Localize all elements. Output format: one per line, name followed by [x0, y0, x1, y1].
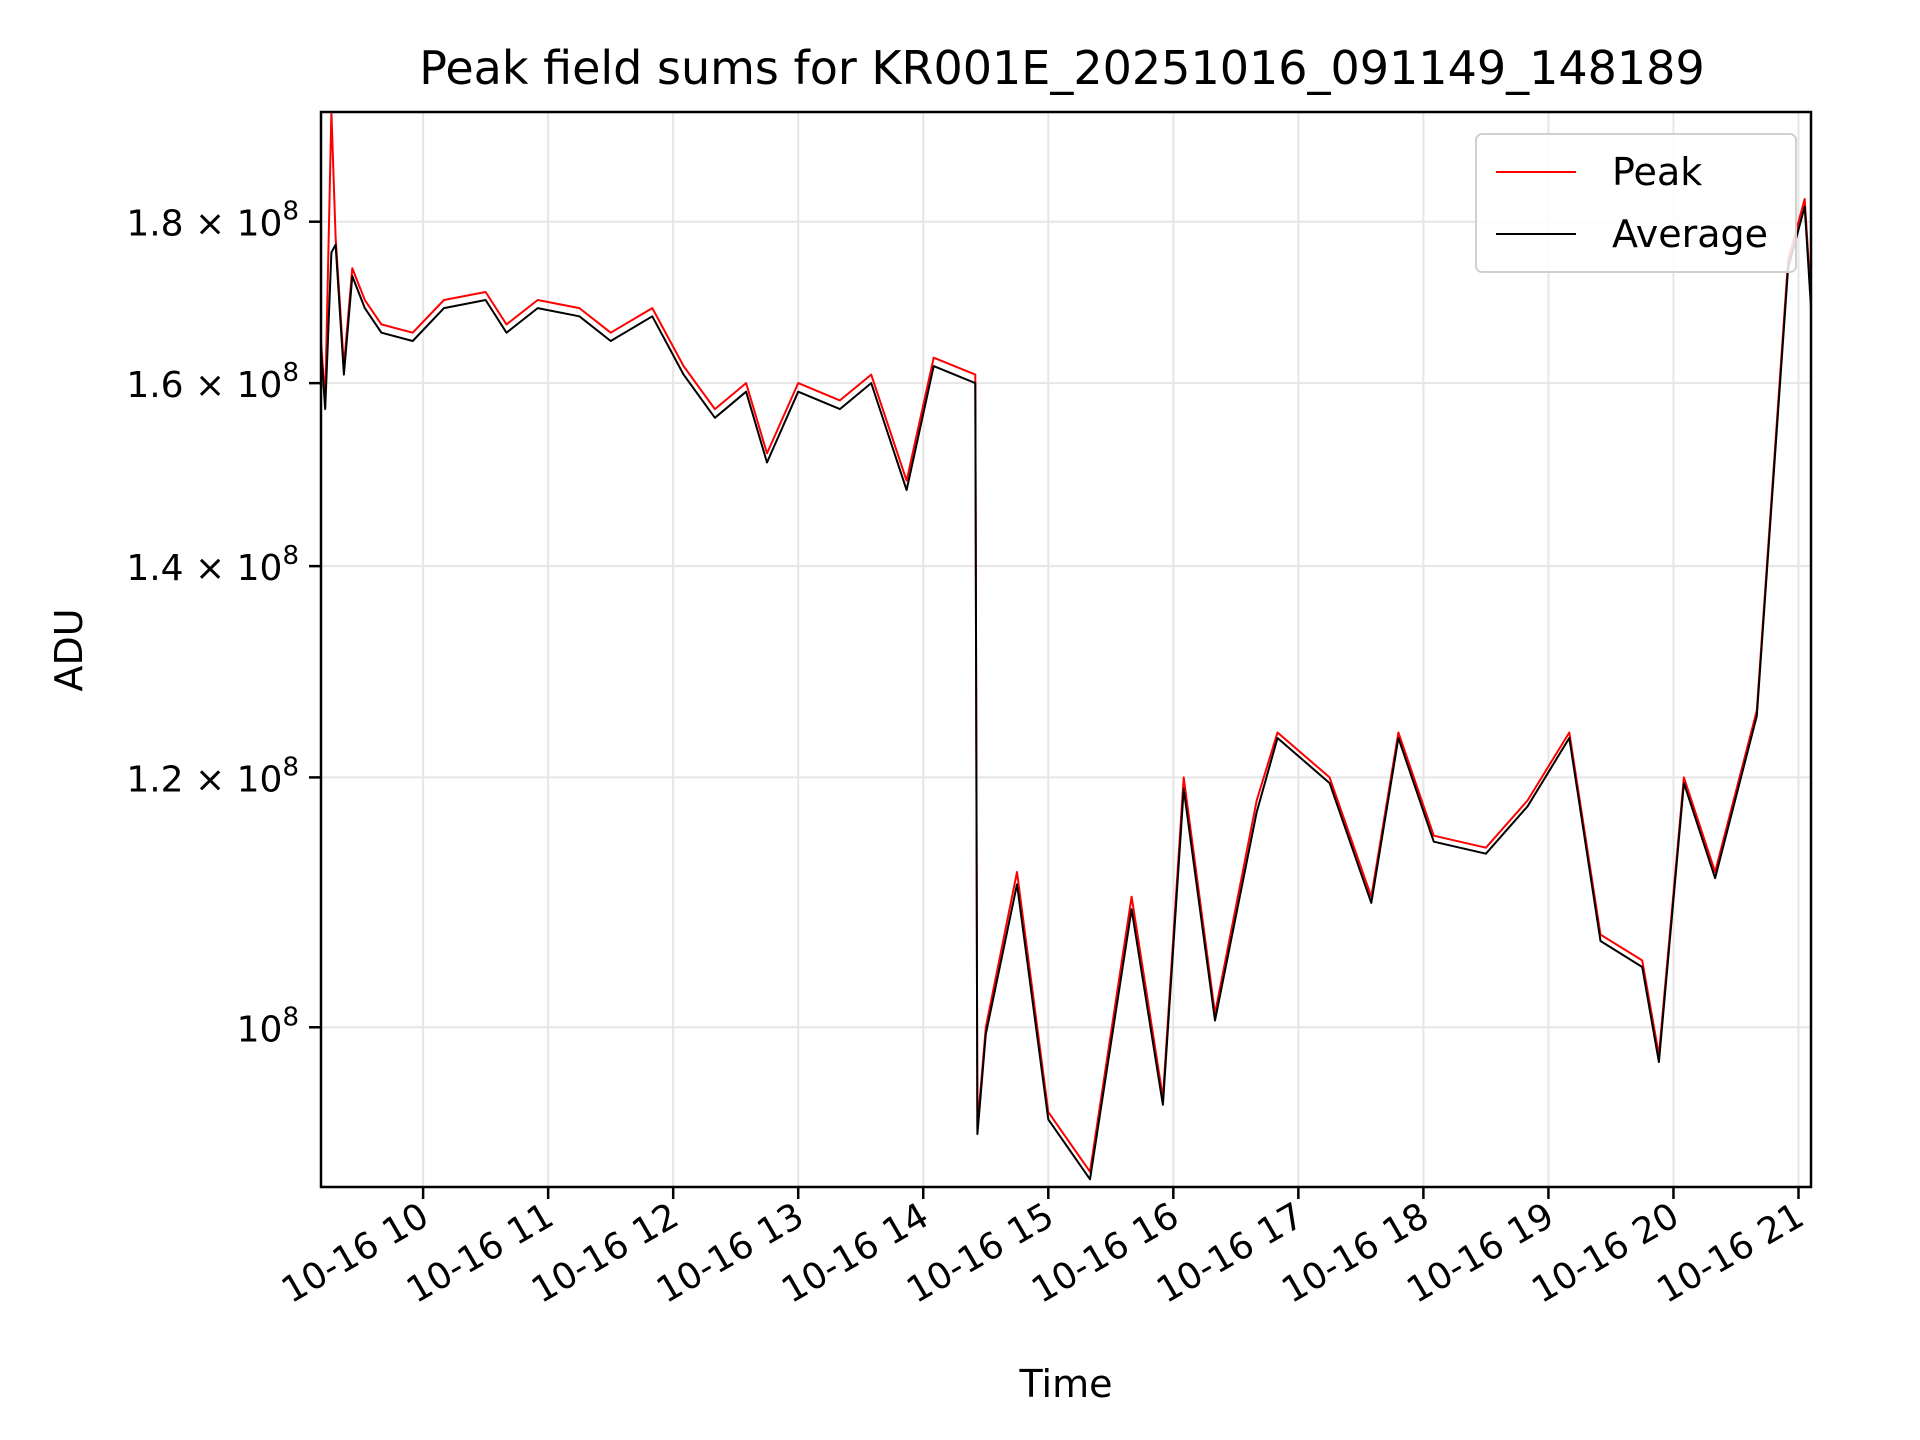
legend-box — [1475, 133, 1797, 273]
y-tick-base: 10 — [237, 759, 283, 800]
series-layer — [320, 111, 1812, 1181]
y-tick-base: 10 — [237, 1009, 283, 1050]
plot-frame — [319, 110, 1813, 1189]
y-tick-mantissa: 1.6 × — [126, 365, 236, 406]
y-tick-mantissa: 1.8 × — [126, 204, 236, 245]
y-tick-exponent: 8 — [282, 197, 299, 227]
y-tick-base: 10 — [237, 365, 283, 406]
y-tick-base: 10 — [237, 548, 283, 589]
chart-title: Peak field sums for KR001E_20251016_0911… — [419, 41, 1704, 95]
x-axis-label: Time — [1019, 1362, 1113, 1406]
y-tick-mantissa: 1.4 × — [126, 548, 236, 589]
y-tick-base: 10 — [237, 204, 283, 245]
y-tick-label: 108 — [237, 1002, 299, 1050]
y-tick-exponent: 8 — [282, 752, 299, 782]
grid — [321, 112, 1811, 1187]
y-tick-label: 1.8 × 108 — [126, 197, 299, 245]
y-tick-label: 1.6 × 108 — [126, 358, 299, 406]
legend-label-average: Average — [1612, 212, 1768, 256]
y-tick-exponent: 8 — [282, 1002, 299, 1032]
series-line-average — [320, 205, 1812, 1181]
y-tick-mantissa: 1.2 × — [126, 759, 236, 800]
legend: Peak Average — [1475, 133, 1797, 273]
y-tick-exponent: 8 — [282, 541, 299, 571]
y-tick-label: 1.4 × 108 — [126, 541, 299, 589]
y-axis-label: ADU — [47, 608, 91, 691]
legend-label-peak: Peak — [1612, 150, 1702, 194]
y-tick-exponent: 8 — [282, 358, 299, 388]
y-tick-label: 1.2 × 108 — [126, 752, 299, 800]
